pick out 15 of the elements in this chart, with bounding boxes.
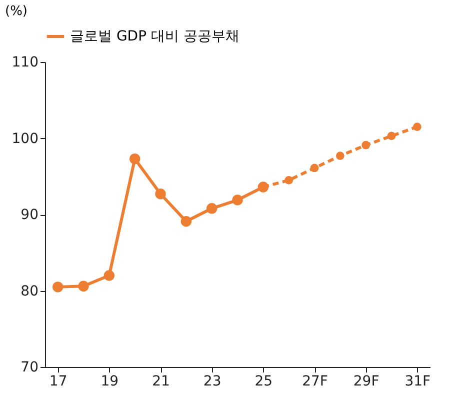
y-axis-title: (%) — [5, 4, 28, 19]
x-tick-label: 25 — [254, 374, 273, 390]
x-tick-label: 19 — [100, 374, 119, 390]
y-tick-label: 90 — [20, 207, 38, 223]
x-tick-label: 23 — [203, 374, 222, 390]
legend-label: 글로벌 GDP 대비 공공부채 — [70, 28, 240, 44]
x-tick-label: 17 — [49, 374, 68, 390]
x-tick-label: 29F — [353, 374, 380, 390]
y-tick-label: 80 — [20, 283, 38, 300]
y-tick-label: 110 — [12, 54, 38, 70]
x-tick-label: 27F — [302, 374, 328, 390]
y-tick-label: 70 — [20, 360, 38, 376]
x-tick-label: 31F — [404, 374, 431, 390]
y-tick-label: 100 — [12, 130, 38, 147]
x-tick-label: 21 — [152, 374, 170, 390]
